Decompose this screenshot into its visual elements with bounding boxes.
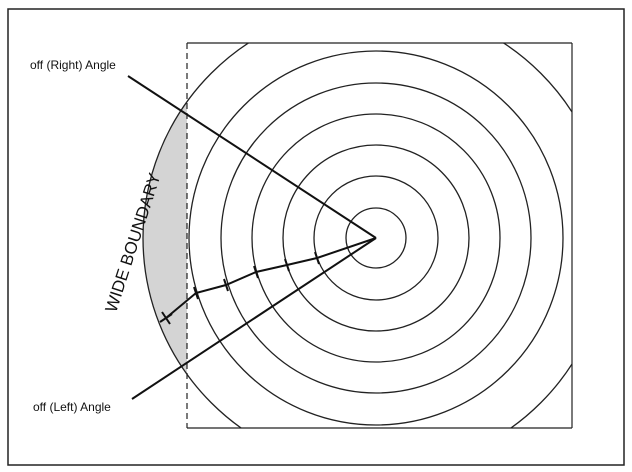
ring	[282, 144, 470, 332]
tick	[223, 278, 229, 292]
tick	[314, 251, 320, 265]
ring	[345, 207, 407, 269]
ring	[220, 82, 532, 394]
ring-outer	[142, 43, 572, 428]
left-angle-line	[131, 237, 377, 400]
right-angle-label: off (Right) Angle	[30, 58, 116, 72]
frame	[7, 8, 625, 466]
right-angle-line	[127, 75, 377, 239]
ring	[251, 113, 501, 363]
left-angle-label: off (Left) Angle	[33, 400, 111, 414]
tick	[193, 286, 199, 300]
path-line	[165, 237, 377, 319]
tick	[253, 265, 259, 279]
ring	[188, 50, 564, 426]
tick	[159, 313, 173, 323]
ring	[313, 175, 439, 301]
rings	[142, 43, 572, 428]
boundary-fill	[143, 101, 187, 375]
tick	[284, 258, 290, 272]
path-ticks	[159, 251, 320, 325]
